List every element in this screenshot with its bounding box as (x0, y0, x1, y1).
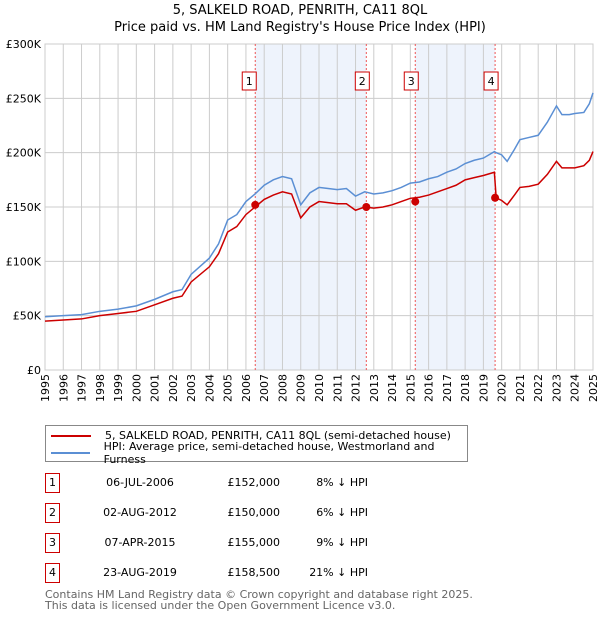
sale-hpi-diff: 6% ↓ HPI (316, 506, 368, 519)
sale-point (491, 193, 500, 202)
x-tick-label: 2007 (258, 374, 271, 402)
legend-red-label: 5, SALKELD ROAD, PENRITH, CA11 8QL (semi… (105, 429, 451, 442)
x-tick-label: 1998 (94, 374, 107, 402)
x-tick-label: 2002 (167, 374, 180, 402)
x-tick-label: 1995 (39, 374, 52, 402)
x-tick-label: 1999 (112, 374, 125, 402)
x-tick-label: 2023 (550, 374, 563, 402)
price-chart: 1995 1996 1997 1998 1999 2000 2001 2002 2003 2004… (6, 38, 600, 402)
y-tick-label: £250K (6, 92, 42, 105)
sale-label: 1 (246, 75, 253, 88)
chart-title: 5, SALKELD ROAD, PENRITH, CA11 8QL (172, 3, 428, 18)
x-tick-label: 2021 (514, 374, 527, 402)
x-tick-label: 2000 (130, 374, 143, 402)
sale-hpi-diff: 8% ↓ HPI (316, 476, 368, 489)
legend: 5, SALKELD ROAD, PENRITH, CA11 8QL (semi… (45, 425, 468, 466)
sale-label: 4 (488, 75, 495, 88)
x-tick-label: 2001 (149, 374, 162, 402)
x-tick-label: 2005 (222, 374, 235, 402)
sale-point (362, 203, 371, 211)
legend-red-swatch (51, 434, 91, 437)
sale-row: 3 07-APR-2015 £155,000 9% ↓ HPI (45, 533, 465, 553)
x-tick-label: 2025 (587, 374, 600, 402)
x-tick-label: 1996 (57, 374, 70, 402)
sale-hpi-diff: 9% ↓ HPI (316, 536, 368, 549)
plot-frame (44, 43, 594, 371)
footer-line1: Contains HM Land Registry data © Crown c… (45, 588, 473, 601)
property-price-line (44, 151, 594, 322)
x-tick-label: 2013 (368, 374, 381, 402)
sale-hpi-diff: 21% ↓ HPI (309, 566, 368, 579)
sale-row: 2 02-AUG-2012 £150,000 6% ↓ HPI (45, 503, 465, 523)
sale-price: £155,000 (227, 536, 281, 549)
y-tick-label: £0 (27, 364, 41, 377)
x-tick-label: 2020 (496, 374, 509, 402)
sale-label-box (241, 71, 257, 91)
x-tick-label: 2024 (569, 374, 582, 402)
sale-row: 1 06-JUL-2006 £152,000 8% ↓ HPI (45, 473, 465, 493)
legend-blue-swatch (51, 451, 90, 454)
y-tick-label: £150K (6, 201, 42, 214)
x-tick-label: 2003 (185, 374, 198, 402)
x-tick-label: 2015 (404, 374, 417, 402)
x-tick-label: 2011 (331, 374, 344, 402)
footer-line2: This data is licensed under the Open Gov… (45, 599, 396, 612)
sale-label-box (354, 71, 370, 91)
sale-point (411, 197, 420, 206)
sale-date: 02-AUG-2012 (103, 506, 177, 519)
sale-price: £150,000 (227, 506, 281, 519)
x-tick-label: 1997 (76, 374, 89, 402)
sale-price: £152,000 (227, 476, 281, 489)
sale-label: 3 (408, 75, 415, 88)
sale-number: 4 (45, 563, 60, 583)
x-tick-label: 2018 (459, 374, 472, 402)
sale-date: 06-JUL-2006 (106, 476, 174, 489)
x-tick-label: 2006 (240, 374, 253, 402)
x-tick-label: 2022 (532, 374, 545, 402)
x-tick-label: 2009 (295, 374, 308, 402)
chart-subtitle: Price paid vs. HM Land Registry's House … (114, 20, 486, 35)
sale-number: 2 (45, 503, 60, 523)
sale-date: 23-AUG-2019 (103, 566, 177, 579)
x-tick-label: 2014 (386, 374, 399, 402)
x-tick-label: 2012 (350, 374, 363, 402)
x-tick-label: 2019 (477, 374, 490, 402)
hpi-line (44, 92, 594, 318)
x-tick-label: 2016 (423, 374, 436, 402)
sale-date: 07-APR-2015 (104, 536, 176, 549)
sale-price: £158,500 (227, 566, 281, 579)
y-tick-label: £200K (6, 147, 42, 160)
x-tick-label: 2010 (313, 374, 326, 402)
x-tick-label: 2004 (203, 374, 216, 402)
sale-number: 1 (45, 473, 60, 493)
footer: Contains HM Land Registry data © Crown c… (45, 589, 473, 611)
sale-row: 4 23-AUG-2019 £158,500 21% ↓ HPI (45, 563, 465, 583)
sale-point (251, 200, 260, 209)
sale-label-box (483, 71, 499, 91)
y-tick-label: £300K (6, 38, 42, 51)
sale-label: 2 (359, 75, 366, 88)
y-tick-label: £50K (13, 310, 42, 323)
x-tick-label: 2017 (441, 374, 454, 402)
x-tick-label: 2008 (276, 374, 289, 402)
y-tick-label: £100K (6, 255, 42, 268)
sale-label-box (403, 71, 419, 91)
legend-blue-label: HPI: Average price, semi-detached house,… (103, 439, 435, 466)
sale-number: 3 (45, 533, 60, 553)
